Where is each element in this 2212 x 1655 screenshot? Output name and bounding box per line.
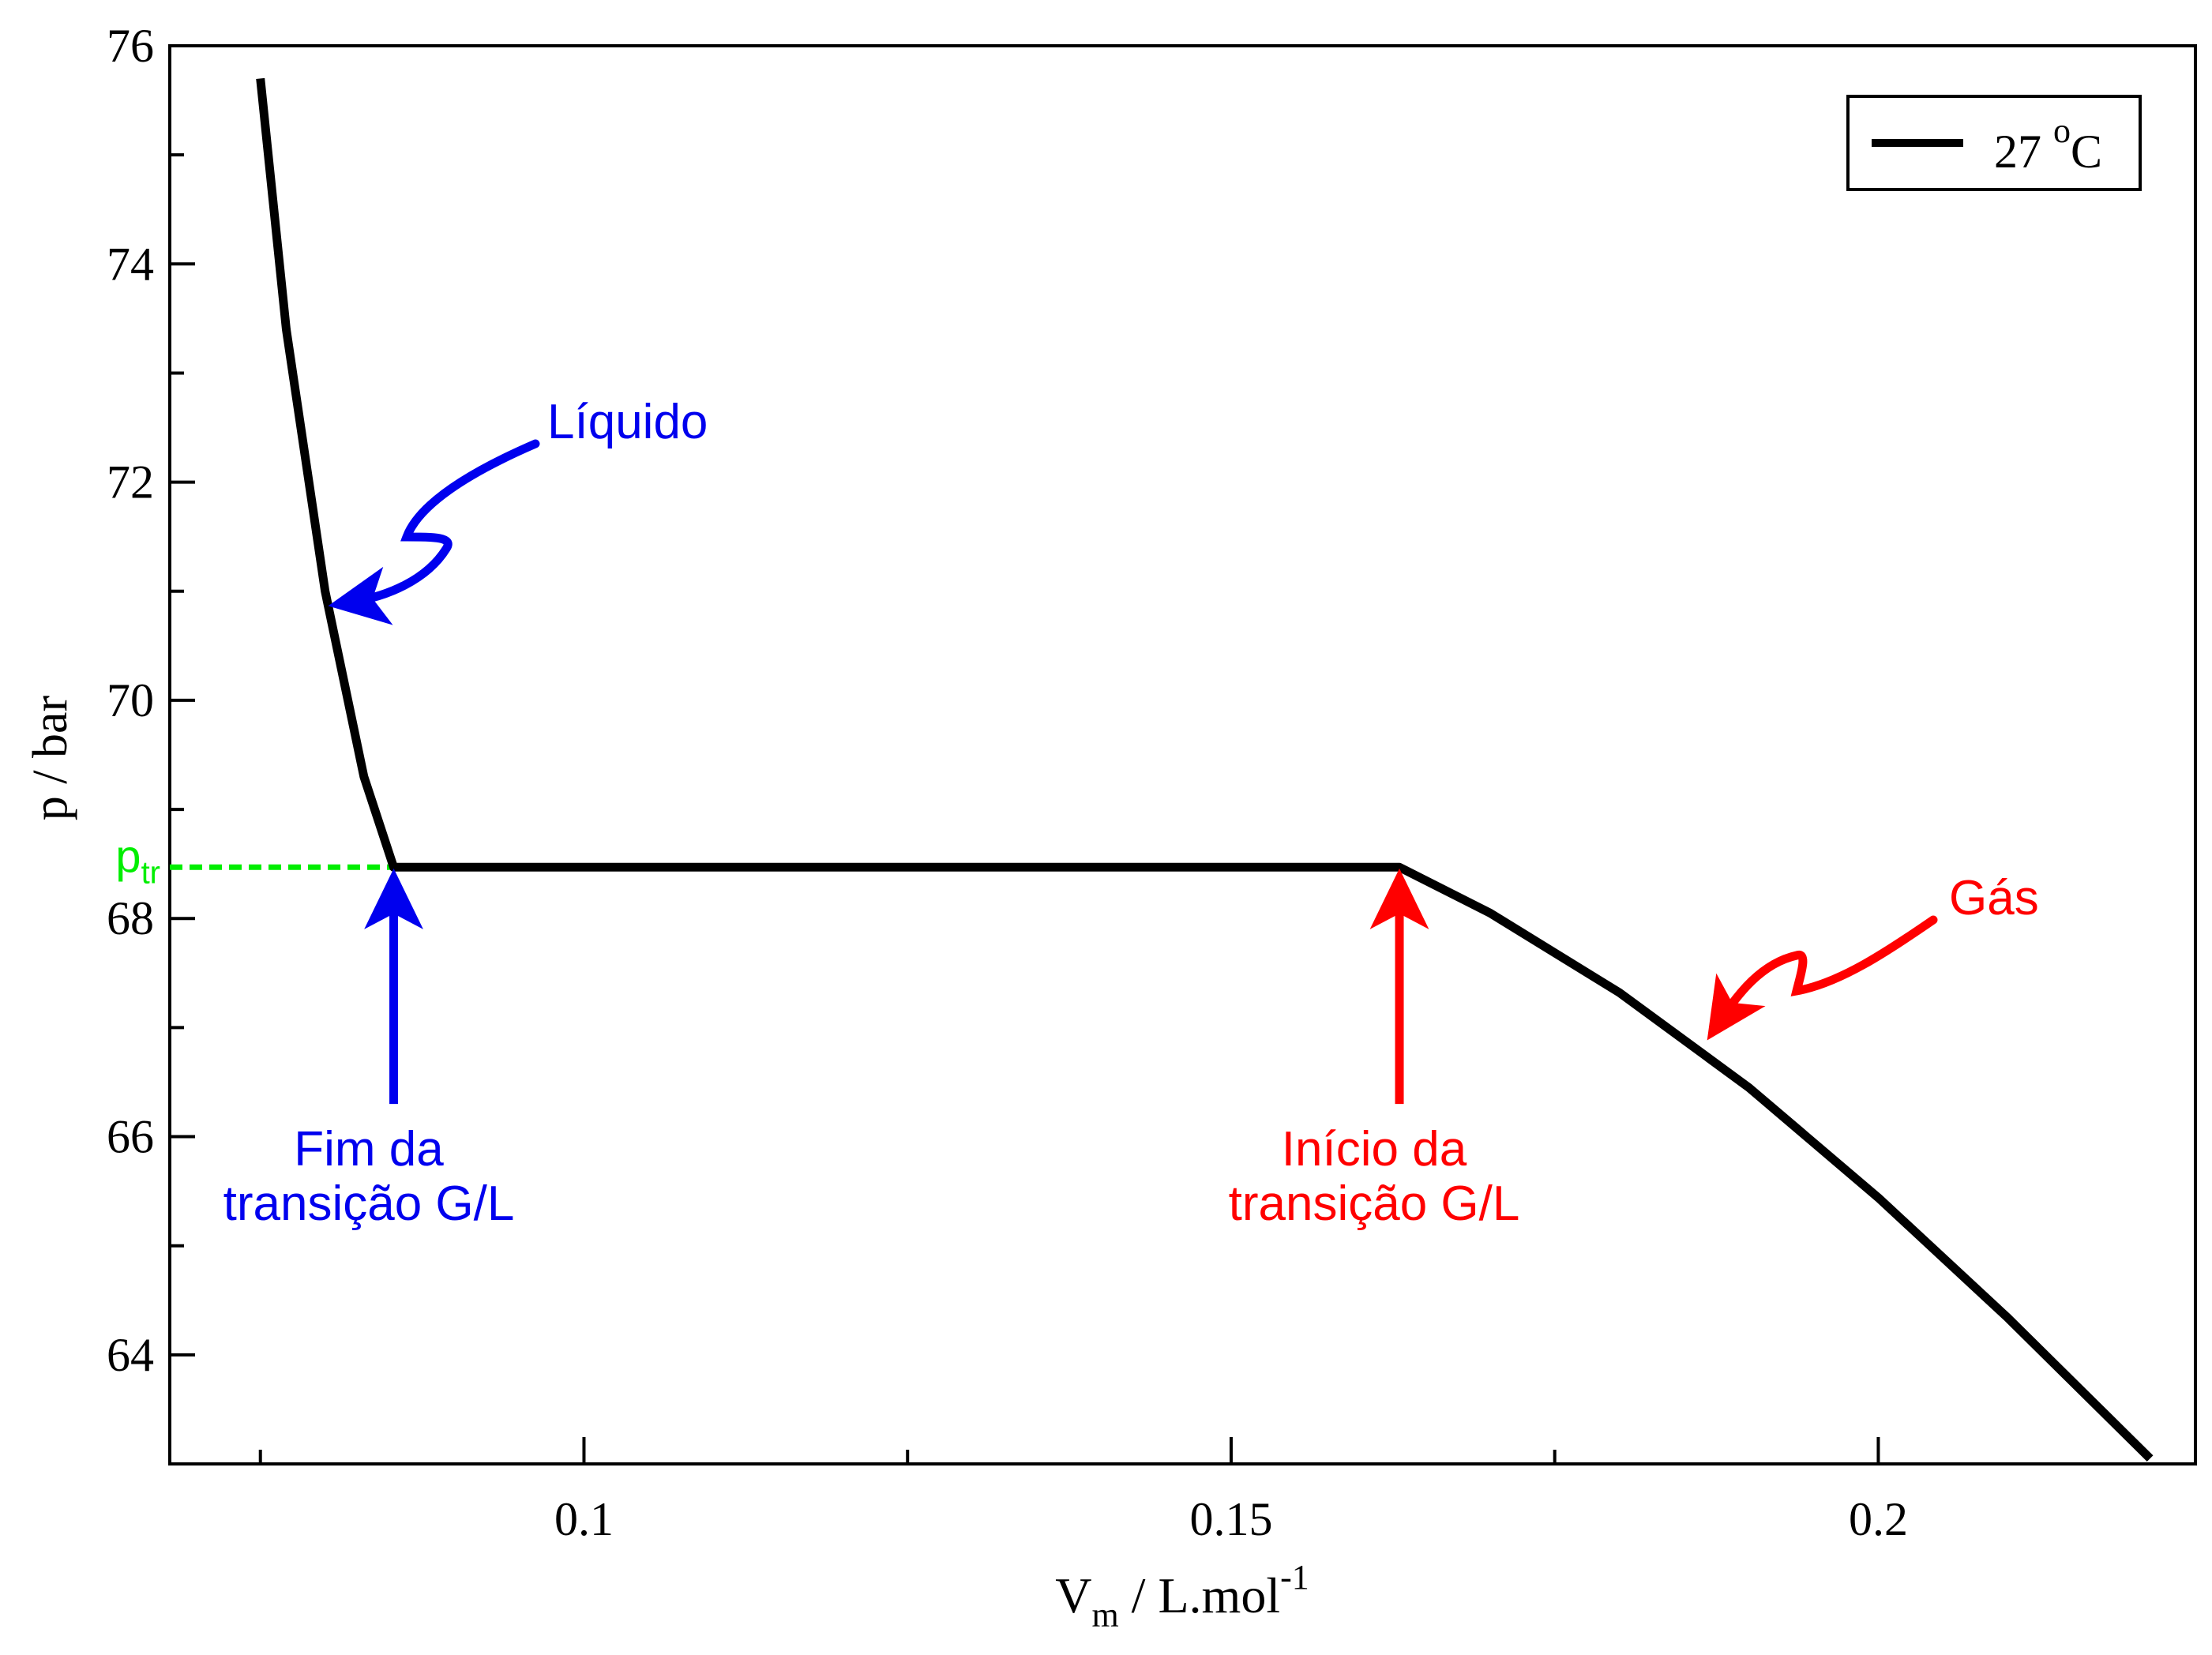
x-axis-label-main: V: [1055, 1567, 1091, 1623]
legend: 27 oC: [1846, 95, 2142, 191]
y-tick-label: 72: [107, 456, 154, 509]
gas-label: Gás: [1949, 871, 2039, 925]
y-tick-label: 64: [107, 1329, 154, 1381]
liquido-label: Líquido: [547, 395, 708, 449]
ptr-label: ptr: [115, 831, 160, 890]
x-tick-label: 0.1: [554, 1493, 614, 1545]
gas-curly-arrow: [1707, 915, 1938, 1041]
legend-label-sup: o: [2053, 111, 2071, 150]
y-tick-label: 66: [107, 1111, 154, 1163]
x-axis-label: Vm / L.mol-1: [1055, 1558, 1309, 1634]
inicio-label-line-1: Início da: [1282, 1122, 1467, 1177]
y-axis-label: p / bar: [24, 695, 77, 820]
x-tick-label: 0.15: [1189, 1493, 1272, 1545]
y-axis-ticks: 64 66 68 70 72 74 76: [107, 20, 195, 1381]
y-tick-label: 68: [107, 892, 154, 944]
liquido-curly-arrow: [328, 439, 540, 625]
series-line-27C: [256, 77, 2154, 1462]
plot-frame: [168, 44, 2197, 1465]
fim-label-line-1: Fim da: [294, 1122, 444, 1177]
y-tick-label: 74: [107, 238, 154, 290]
x-tick-label: 0.2: [1849, 1493, 1908, 1545]
y-tick-label: 76: [107, 20, 154, 72]
fim-label-line-2: transição G/L: [223, 1177, 515, 1231]
x-axis-label-sub: m: [1091, 1596, 1118, 1634]
legend-label-value: 27: [1994, 126, 2053, 178]
legend-label-unit: C: [2071, 126, 2102, 178]
ptr-label-main: p: [115, 831, 141, 882]
x-axis-label-sup: -1: [1280, 1558, 1309, 1597]
legend-label: 27 oC: [1994, 111, 2102, 178]
ptr-label-sub: tr: [141, 855, 160, 890]
x-axis-ticks: 0.1 0.15 0.2: [258, 1437, 1908, 1545]
x-axis-label-mid: / L.mol: [1119, 1567, 1280, 1623]
y-tick-label: 70: [107, 674, 154, 726]
inicio-label-line-2: transição G/L: [1229, 1177, 1520, 1231]
